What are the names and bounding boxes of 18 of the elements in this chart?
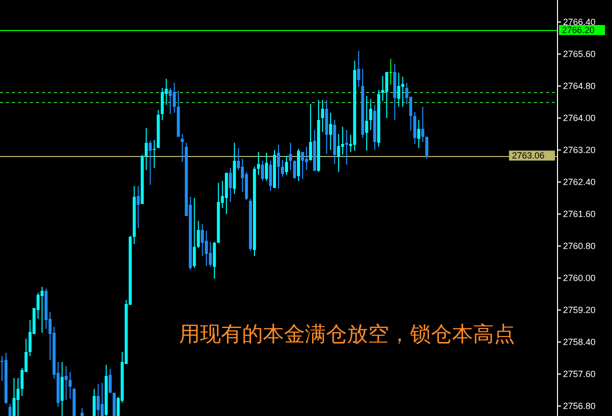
y-tick-label: 2757.60 [563,369,596,379]
ref-line-label: 2763.06 [512,150,545,161]
y-tick-label: 2760.00 [563,273,596,283]
annotation: 用现有的本金满仓放空，锁仓本高点 [179,322,515,346]
y-tick-label: 2765.60 [563,49,596,59]
y-tick-label: 2764.80 [563,81,596,91]
y-tick-label: 2756.80 [563,401,596,411]
y-tick-label: 2762.40 [563,177,596,187]
ref-label: 2763.06 [509,150,555,161]
y-tick-label: 2763.20 [563,145,596,155]
y-tick-label: 2758.40 [563,337,596,347]
y-tick-label: 2766.40 [563,17,596,27]
y-tick-label: 2759.20 [563,305,596,315]
y-tick-label: 2761.60 [563,209,596,219]
y-tick-label: 2760.80 [563,241,596,251]
ref-label: 2766.20 [559,25,605,35]
ref-line-label: 2766.20 [562,25,595,35]
y-tick-label: 2764.00 [563,113,596,123]
